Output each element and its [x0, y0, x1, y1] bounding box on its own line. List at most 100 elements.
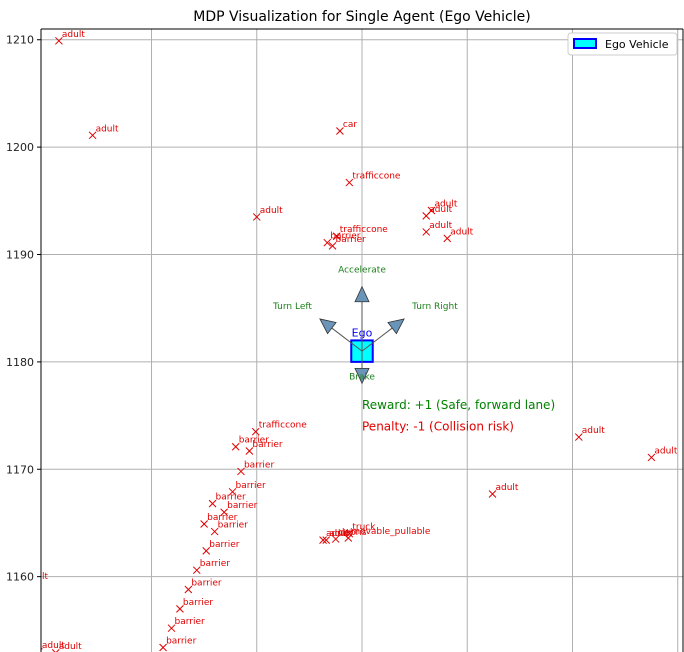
object-marker	[245, 447, 254, 455]
chart-title: MDP Visualization for Single Agent (Ego …	[193, 9, 530, 25]
object-marker	[336, 127, 344, 135]
legend-ego-swatch	[573, 38, 597, 49]
y-tick-label: 1200	[6, 141, 34, 154]
object-marker	[345, 178, 354, 187]
object-label: adult	[326, 529, 349, 539]
object-marker	[228, 487, 237, 496]
object-marker	[167, 624, 176, 633]
object-marker	[323, 238, 332, 247]
object-label: barrier	[236, 481, 267, 491]
object-marker	[220, 508, 228, 517]
action-label: Accelerate	[338, 266, 386, 276]
object-label: barrier	[336, 235, 367, 245]
object-marker-x-stroke	[159, 643, 167, 652]
object-marker-x-stroke	[574, 433, 583, 441]
object-marker	[443, 234, 452, 243]
object-marker-x-stroke	[322, 536, 331, 544]
object-marker	[200, 520, 208, 528]
reward-annotations: Reward: +1 (Safe, forward lane) Penalty: …	[362, 398, 555, 433]
object-label: barrier	[227, 501, 258, 511]
object-marker-x-stroke	[422, 228, 431, 236]
object-label: adult	[582, 426, 605, 436]
object-marker-x-stroke	[344, 534, 353, 542]
object-label: debris	[339, 528, 367, 538]
object-label: adult	[450, 227, 473, 237]
object-label: barrier	[244, 460, 275, 470]
object-marker-x-stroke	[55, 36, 63, 45]
object-marker-x-stroke	[176, 605, 184, 613]
object-label: truck	[352, 523, 376, 533]
object-marker-x-stroke	[252, 213, 261, 221]
object-marker-x-stroke	[55, 649, 60, 652]
object-marker-x-stroke	[331, 535, 340, 543]
y-tick-label: 1160	[6, 571, 34, 584]
action-label: Turn Left	[272, 302, 312, 312]
object-label: barrier	[209, 540, 240, 550]
object-marker-x-stroke	[88, 131, 97, 140]
annotation-text: Penalty: -1 (Collision risk)	[362, 419, 514, 433]
object-label: adult	[429, 205, 452, 215]
object-label: adult	[429, 221, 452, 231]
object-label: adult	[496, 483, 519, 493]
object-marker-x-stroke	[323, 238, 332, 247]
object-label: adult	[654, 446, 677, 456]
object-marker-x-stroke	[345, 178, 354, 187]
object-marker-x-stroke	[336, 127, 344, 135]
object-label: barrier	[218, 521, 249, 531]
object-marker	[55, 36, 63, 45]
object-marker	[184, 585, 193, 594]
object-label: barrier	[166, 637, 197, 647]
y-tick-label: 1190	[6, 249, 34, 262]
object-marker-x-stroke	[208, 499, 217, 508]
object-marker-x-stroke	[237, 467, 245, 476]
object-marker	[328, 242, 337, 250]
object-marker-x-stroke	[220, 508, 228, 517]
object-marker-x-stroke	[51, 649, 56, 652]
object-label: adult	[96, 124, 119, 134]
object-label: movable_pullable	[351, 527, 431, 537]
object-marker	[574, 433, 583, 441]
y-axis-ticks: 1160 1170 1180 1190 1200 1210	[6, 34, 41, 584]
object-label: adult	[62, 30, 85, 40]
y-tick-label: 1210	[6, 34, 34, 47]
legend: Ego Vehicle	[567, 32, 678, 56]
object-marker	[331, 535, 340, 543]
object-marker-x-stroke	[231, 442, 240, 451]
object-label: trafficcone	[340, 225, 389, 235]
object-label: barrier	[216, 493, 247, 503]
object-marker	[319, 536, 327, 544]
object-label: barrier	[183, 598, 214, 608]
object-label: adult	[59, 642, 82, 652]
object-marker	[251, 427, 260, 436]
object-marker	[208, 499, 217, 508]
y-tick-label: 1170	[6, 463, 34, 476]
object-marker	[322, 536, 331, 544]
action-arrow-head	[319, 318, 337, 335]
object-marker-x-stroke	[328, 242, 337, 250]
action-label: Turn Right	[411, 302, 458, 312]
object-marker	[202, 547, 211, 555]
action-arrow-head	[354, 367, 370, 385]
object-marker	[422, 211, 431, 220]
action-arrow-head	[354, 285, 370, 303]
object-label: adult	[329, 529, 352, 539]
object-marker-x-stroke	[200, 520, 208, 528]
object-marker-x-stroke	[245, 447, 254, 455]
object-label: car	[343, 120, 357, 130]
object-marker	[210, 527, 219, 536]
annotation-text: Reward: +1 (Safe, forward lane)	[362, 398, 555, 412]
object-label: barrier	[330, 232, 361, 242]
object-marker	[231, 442, 240, 451]
object-label: adult	[42, 641, 65, 651]
action-label: Brake	[349, 372, 375, 382]
object-marker	[647, 453, 656, 462]
object-label: barrier	[239, 436, 270, 446]
object-label: adult	[434, 199, 457, 209]
object-marker-x-stroke	[488, 490, 497, 498]
object-marker	[237, 467, 245, 476]
object-marker-x-stroke	[202, 547, 211, 555]
object-marker	[192, 566, 201, 575]
object-marker-x-stroke	[332, 232, 341, 241]
